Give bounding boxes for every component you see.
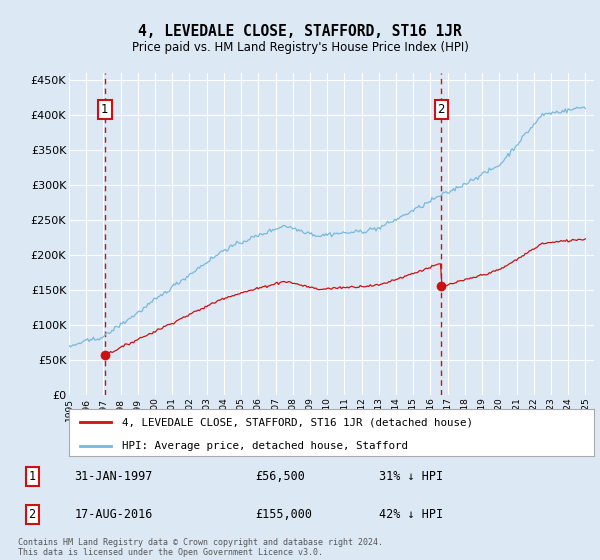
Text: 17-AUG-2016: 17-AUG-2016: [74, 508, 153, 521]
Text: 42% ↓ HPI: 42% ↓ HPI: [379, 508, 443, 521]
Text: 31-JAN-1997: 31-JAN-1997: [74, 470, 153, 483]
Text: £155,000: £155,000: [255, 508, 312, 521]
Text: £56,500: £56,500: [255, 470, 305, 483]
Text: 2: 2: [437, 102, 445, 116]
Text: 2: 2: [29, 508, 35, 521]
Text: 31% ↓ HPI: 31% ↓ HPI: [379, 470, 443, 483]
Text: Contains HM Land Registry data © Crown copyright and database right 2024.
This d: Contains HM Land Registry data © Crown c…: [18, 538, 383, 557]
Text: HPI: Average price, detached house, Stafford: HPI: Average price, detached house, Staf…: [121, 441, 407, 451]
Text: 4, LEVEDALE CLOSE, STAFFORD, ST16 1JR (detached house): 4, LEVEDALE CLOSE, STAFFORD, ST16 1JR (d…: [121, 417, 473, 427]
Text: 4, LEVEDALE CLOSE, STAFFORD, ST16 1JR: 4, LEVEDALE CLOSE, STAFFORD, ST16 1JR: [138, 24, 462, 39]
Text: Price paid vs. HM Land Registry's House Price Index (HPI): Price paid vs. HM Land Registry's House …: [131, 41, 469, 54]
Text: 1: 1: [101, 102, 109, 116]
Text: 1: 1: [29, 470, 35, 483]
